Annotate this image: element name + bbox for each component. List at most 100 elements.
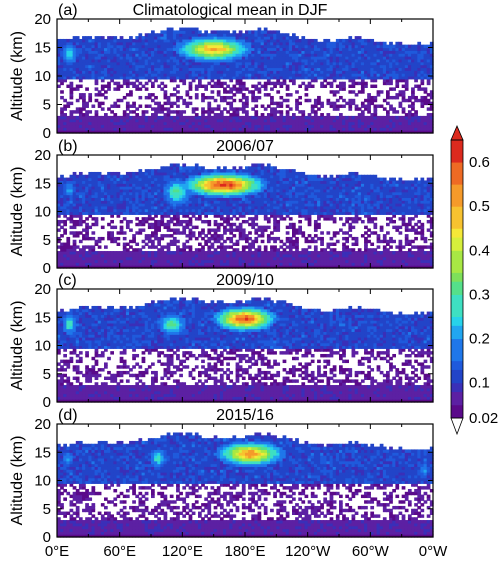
heatmap-cell [351,118,356,123]
heatmap-cell [122,205,127,210]
heatmap-cell [329,118,334,123]
heatmap-cell [141,171,146,176]
heatmap-cell [241,219,246,224]
heatmap-cell [179,180,183,184]
heatmap-cell [176,118,180,123]
heatmap-cell [251,217,255,221]
heatmap-cell [257,90,262,94]
heatmap-cell [364,104,368,108]
heatmap-cell [194,183,199,187]
heatmap-cell [104,115,108,120]
heatmap-cell [386,58,390,63]
heatmap-cell [154,245,158,249]
heatmap-cell [373,56,378,60]
heatmap-cell [57,61,61,66]
heatmap-cell [229,188,234,193]
heatmap-cell [313,118,318,123]
heatmap-cell [360,115,365,120]
heatmap-cell [169,217,174,221]
heatmap-cell [357,61,362,66]
heatmap-cell [351,78,356,83]
heatmap-cell [147,36,152,40]
heatmap-cell [110,61,114,66]
heatmap-cell [201,84,205,88]
heatmap-cell [85,262,89,266]
heatmap-cell [169,121,174,126]
heatmap-cell [179,64,183,69]
heatmap-cell [354,73,359,77]
heatmap-cell [97,115,102,120]
heatmap-cell [69,211,74,215]
heatmap-cell [191,130,196,134]
heatmap-cell [386,127,390,131]
heatmap-cell [94,219,99,224]
heatmap-cell [97,194,102,198]
heatmap-cell [326,53,331,57]
heatmap-cell [69,219,74,224]
heatmap-cell [104,58,108,63]
heatmap-cell [204,208,208,213]
heatmap-cell [194,262,199,266]
heatmap-cell [379,50,384,54]
heatmap-cell [395,67,400,71]
heatmap-cell [260,84,265,88]
heatmap-cell [266,81,271,86]
heatmap-cell [223,87,227,91]
heatmap-cell [226,47,230,51]
heatmap-cell [172,118,177,123]
heatmap-cell [235,208,240,213]
heatmap-cell [172,70,177,74]
heatmap-cell [160,58,165,63]
heatmap-cell [157,253,161,258]
heatmap-cell [204,50,208,54]
heatmap-cell [132,56,136,60]
heatmap-cell [110,67,114,71]
heatmap-cell [401,124,406,128]
heatmap-cell [91,180,96,184]
heatmap-cell [85,245,89,249]
heatmap-cell [213,214,218,218]
heatmap-cell [251,203,255,207]
heatmap-cell [235,200,240,204]
heatmap-cell [116,242,121,246]
heatmap-cell [382,70,387,74]
heatmap-cell [401,115,406,120]
heatmap-cell [351,130,356,134]
heatmap-cell [138,262,143,266]
heatmap-cell [219,197,224,201]
heatmap-cell [260,127,265,131]
heatmap-cell [223,262,227,266]
heatmap-cell [100,64,105,69]
heatmap-cell [141,36,146,40]
heatmap-cell [241,211,246,215]
heatmap-cell [238,56,243,60]
heatmap-cell [138,228,143,232]
heatmap-cell [122,127,127,131]
heatmap-cell [166,70,171,74]
heatmap-cell [245,183,249,187]
heatmap-cell [57,228,61,232]
heatmap-cell [204,70,208,74]
heatmap-cell [110,253,114,258]
heatmap-cell [100,177,105,182]
heatmap-cell [129,44,133,49]
heatmap-cell [379,104,384,108]
heatmap-cell [88,194,93,198]
heatmap-cell [229,44,234,49]
heatmap-cell [295,61,299,66]
heatmap-cell [104,188,108,193]
heatmap-cell [144,171,149,176]
heatmap-cell [191,33,196,37]
heatmap-cell [307,127,312,131]
heatmap-cell [251,169,255,173]
heatmap-cell [91,194,96,198]
heatmap-cell [179,118,183,123]
heatmap-cell [122,50,127,54]
heatmap-cell [160,219,165,224]
heatmap-cell [185,259,190,263]
heatmap-cell [376,56,381,60]
heatmap-cell [132,262,136,266]
heatmap-cell [332,44,337,49]
heatmap-cell [386,47,390,51]
heatmap-cell [426,81,431,86]
